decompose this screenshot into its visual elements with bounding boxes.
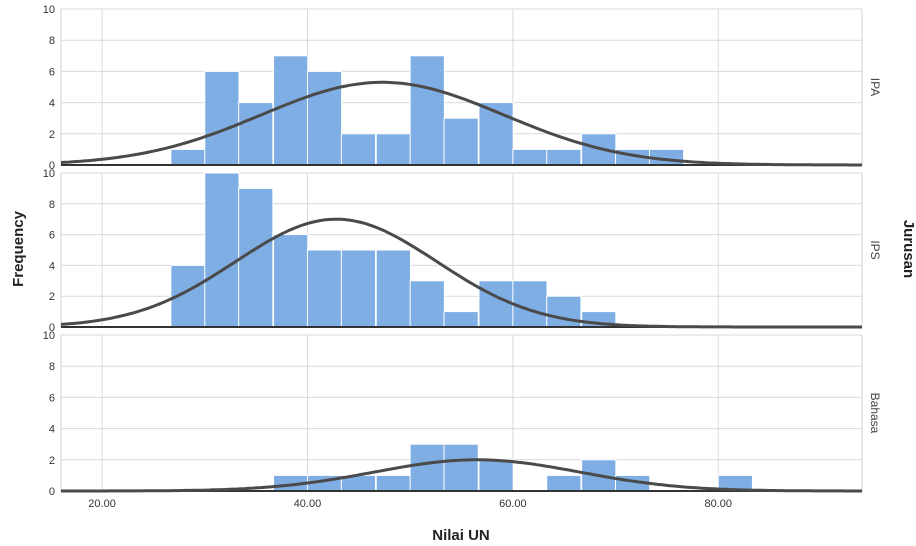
histogram-bar: [306, 70, 343, 166]
y-tick-label: 10: [43, 168, 55, 180]
y-tick-label: 2: [49, 455, 55, 467]
histogram-bar: [512, 148, 548, 166]
histogram-bar: [375, 249, 411, 328]
histogram-bar: [512, 280, 548, 328]
histogram-bar: [443, 443, 479, 492]
histogram-bar: [273, 234, 309, 328]
histogram-bar: [340, 249, 377, 328]
y-tick-label: 4: [49, 260, 55, 272]
y-tick-label: 6: [49, 392, 55, 404]
histogram-bar: [204, 172, 240, 328]
normal-curve: [60, 80, 862, 167]
histogram-bar: [546, 295, 582, 328]
histogram-bar: [546, 148, 582, 166]
panel-ips: 0 2 4 6 8 10 IPS: [43, 168, 882, 334]
x-tick-label: 80.00: [704, 498, 732, 510]
y-tick-label: 8: [49, 361, 55, 373]
facet-label: IPS: [868, 240, 882, 259]
y-tick-label: 2: [49, 129, 55, 141]
panel-ipa: 0 2 4 6 8 10 IPA: [43, 4, 882, 172]
x-axis: 20.00 40.00 60.00 80.00: [88, 498, 732, 510]
x-axis-title: Nilai UN: [432, 527, 490, 544]
normal-curve: [61, 458, 862, 493]
facet-label: IPA: [868, 78, 882, 96]
facet-label: Bahasa: [868, 393, 882, 434]
y-tick-label: 0: [49, 160, 55, 172]
y-tick-label: 4: [49, 98, 55, 110]
histogram-bar: [375, 133, 411, 166]
histogram-bar: [170, 148, 206, 166]
histogram-bar: [273, 55, 309, 166]
y-axis-title: Frequency: [10, 210, 27, 287]
histogram-bar: [478, 459, 514, 492]
histogram-bar: [478, 280, 514, 328]
histogram-bar: [409, 280, 445, 328]
chart-panels: 0 2 4 6 8 10 IPA 0 2 4 6 8 10 IPS 0 2 4 6 8 10 Bahasa: [43, 4, 882, 498]
y-tick-label: 6: [49, 66, 55, 78]
y-tick-label: 0: [49, 486, 55, 498]
x-tick-label: 20.00: [88, 498, 116, 510]
y-tick-label: 4: [49, 424, 55, 436]
histogram-bar: [546, 474, 582, 492]
y-tick-label: 10: [43, 4, 55, 16]
y-tick-label: 6: [49, 230, 55, 242]
normal-curve: [60, 217, 862, 329]
facet-title: Jurusan: [900, 220, 916, 278]
x-tick-label: 60.00: [499, 498, 527, 510]
x-tick-label: 40.00: [294, 498, 322, 510]
y-tick-label: 8: [49, 199, 55, 211]
histogram-bar: [443, 311, 479, 328]
histogram-bar: [375, 474, 411, 492]
panel-bahasa: 0 2 4 6 8 10 Bahasa: [43, 330, 882, 498]
y-tick-label: 8: [49, 35, 55, 47]
y-tick-label: 2: [49, 291, 55, 303]
histogram-bar: [306, 249, 343, 328]
histogram-bar: [340, 133, 377, 166]
histogram-bar: [443, 117, 479, 166]
y-tick-label: 0: [49, 322, 55, 334]
histogram-bar: [409, 443, 445, 492]
y-tick-label: 10: [43, 330, 55, 342]
histogram-bar: [409, 55, 445, 166]
histogram-bar: [204, 70, 240, 166]
